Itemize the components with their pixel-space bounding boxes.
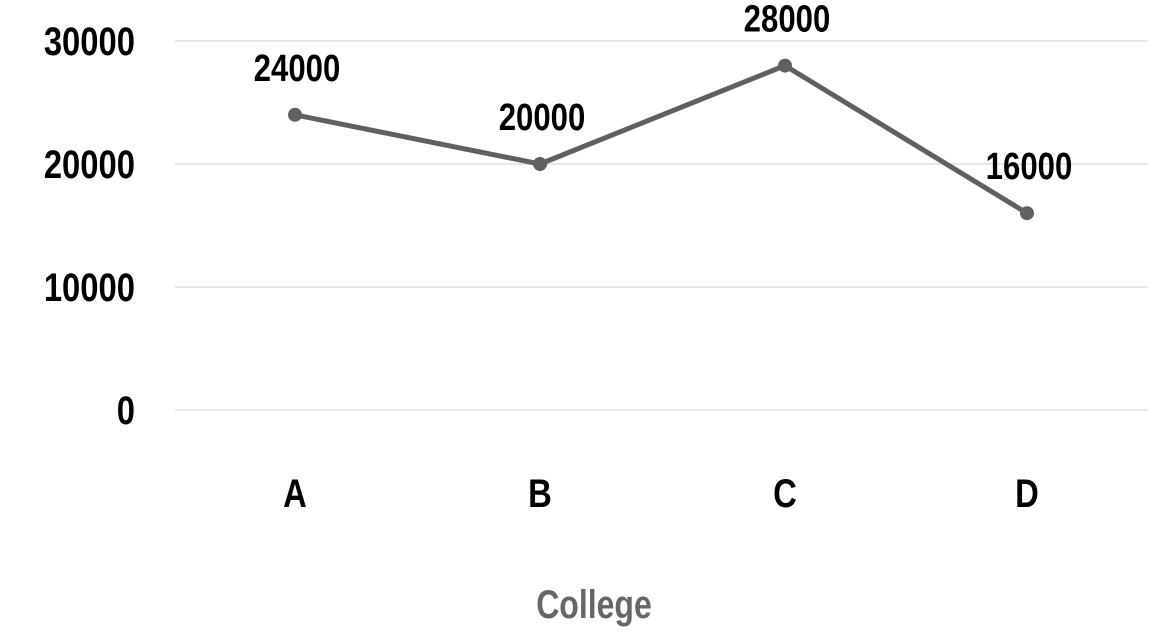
data-label: 28000: [744, 0, 831, 40]
data-point: [288, 108, 302, 122]
x-tick-label: D: [1015, 471, 1039, 516]
x-tick-label: B: [528, 471, 552, 516]
y-tick-label: 30000: [44, 19, 135, 64]
x-tick-label: A: [283, 471, 307, 516]
data-point: [533, 157, 547, 171]
series-line: [295, 66, 1027, 214]
x-axis-ticks: A B C D: [283, 471, 1039, 516]
data-label: 16000: [986, 146, 1073, 188]
data-point: [778, 59, 792, 73]
data-label: 24000: [254, 48, 341, 90]
y-tick-label: 10000: [44, 265, 135, 310]
data-points: [288, 59, 1034, 221]
data-label: 20000: [499, 97, 586, 139]
data-labels: 24000 20000 28000 16000: [254, 0, 1073, 188]
series-layer: [295, 66, 1027, 214]
y-axis-ticks: 0 10000 20000 30000: [44, 19, 135, 433]
gridlines: [175, 41, 1148, 410]
y-tick-label: 20000: [44, 142, 135, 187]
x-axis-title: College: [536, 582, 652, 627]
data-point: [1020, 206, 1034, 220]
x-tick-label: C: [773, 471, 797, 516]
y-tick-label: 0: [117, 388, 135, 433]
